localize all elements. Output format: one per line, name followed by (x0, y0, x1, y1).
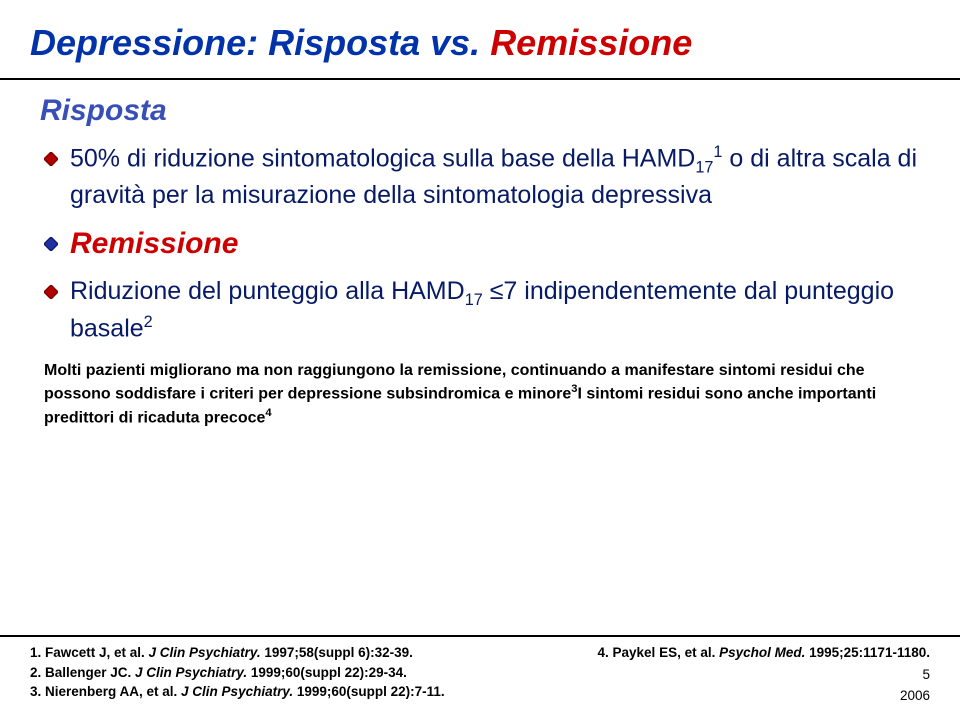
refs-right: 4. Paykel ES, et al. Psychol Med. 1995;2… (598, 643, 930, 663)
reference-line: 1. Fawcett J, et al. J Clin Psychiatry. … (30, 643, 445, 663)
content-area: Risposta 50% di riduzione sintomatologic… (0, 80, 960, 430)
slide: Depressione: Risposta vs. Remissione Ris… (0, 0, 960, 716)
diamond-icon (44, 285, 58, 299)
diamond-icon (44, 237, 58, 251)
title-vs: vs. (420, 22, 490, 63)
diamond-icon (44, 152, 58, 166)
slide-title: Depressione: Risposta vs. Remissione (0, 0, 960, 64)
footer: 1. Fawcett J, et al. J Clin Psychiatry. … (0, 635, 960, 716)
page-year: 2006 (598, 686, 930, 706)
reference-line: 4. Paykel ES, et al. Psychol Med. 1995;2… (598, 643, 930, 663)
footnote-text: Molti pazienti migliorano ma non raggiun… (40, 360, 920, 430)
refs-right-col: 4. Paykel ES, et al. Psychol Med. 1995;2… (598, 643, 930, 706)
reference-line: 2. Ballenger JC. J Clin Psychiatry. 1999… (30, 663, 445, 683)
bullet-risposta-text: 50% di riduzione sintomatologica sulla b… (70, 142, 920, 213)
refs-left: 1. Fawcett J, et al. J Clin Psychiatry. … (30, 643, 445, 706)
heading-remissione: Remissione (70, 227, 238, 261)
title-part1: Depressione: Risposta (30, 22, 420, 63)
heading-remissione-row: Remissione (40, 227, 920, 261)
page-number: 5 (598, 665, 930, 685)
bullet-remissione-text: Riduzione del punteggio alla HAMD17 ≤7 i… (70, 275, 920, 346)
reference-line: 3. Nierenberg AA, et al. J Clin Psychiat… (30, 682, 445, 702)
heading-risposta: Risposta (40, 94, 920, 128)
bullet-remissione: Riduzione del punteggio alla HAMD17 ≤7 i… (40, 275, 920, 346)
title-part2: Remissione (490, 22, 692, 63)
bullet-risposta: 50% di riduzione sintomatologica sulla b… (40, 142, 920, 213)
